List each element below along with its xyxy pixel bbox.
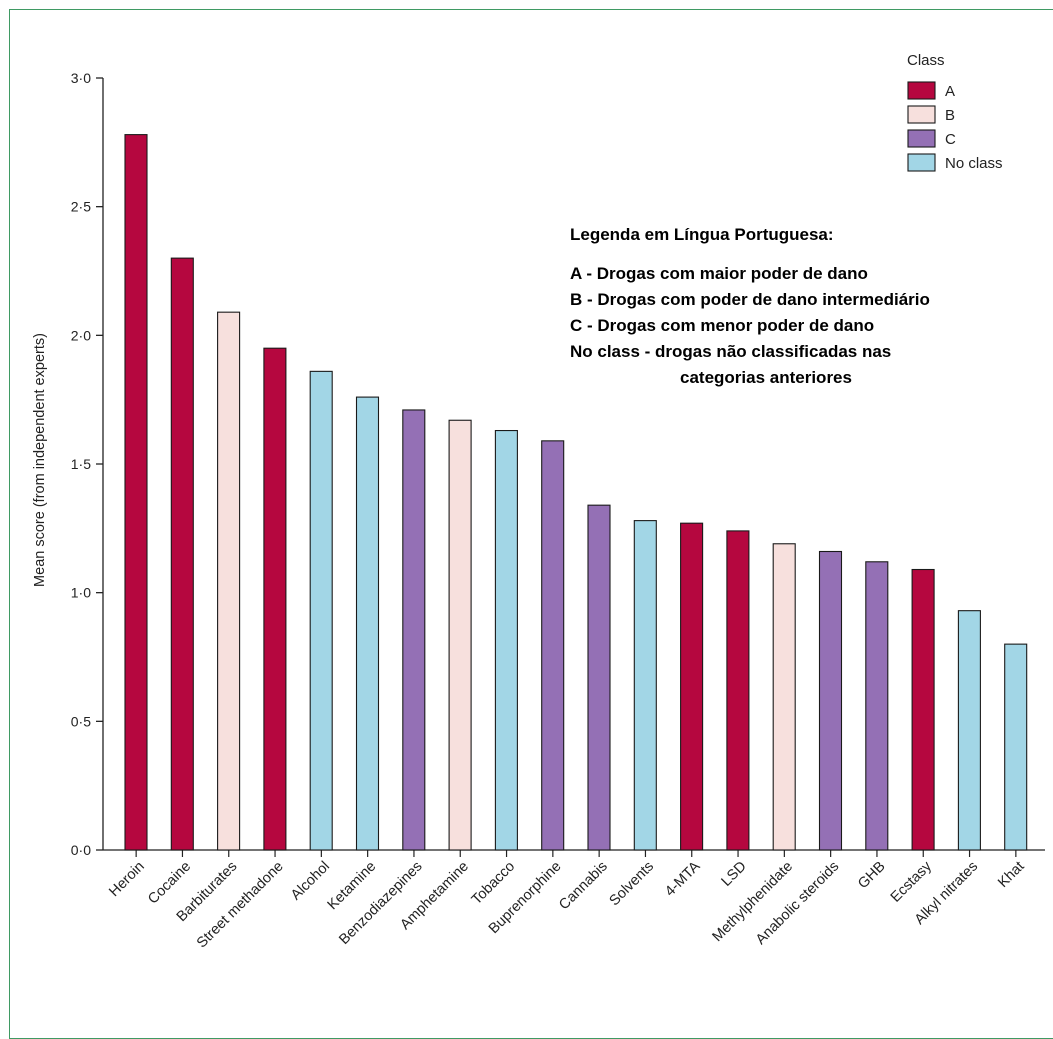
legend-label: B (945, 107, 955, 124)
legend-label: C (945, 131, 956, 148)
portuguese-legend-line: C - Drogas com menor poder de dano (570, 316, 874, 335)
x-axis (103, 849, 1045, 857)
bar (309, 370, 333, 851)
legend-title: Class (907, 52, 945, 69)
y-tick-label: 2·0 (71, 327, 91, 343)
x-tick-label: Heroin (106, 859, 148, 901)
y-tick-label: 2·5 (71, 199, 91, 215)
bar (170, 257, 194, 851)
bar (633, 520, 657, 851)
legend-label: A (945, 83, 955, 100)
legend-swatch (907, 105, 936, 124)
x-tick-label: GHB (855, 859, 889, 893)
portuguese-legend-title: Legenda em Língua Portuguesa: (570, 225, 834, 244)
x-tick-label: Anabolic steroids (753, 859, 842, 948)
y-axis-label: Mean score (from independent experts) (32, 333, 48, 587)
legend-swatch (907, 81, 936, 100)
portuguese-legend-line: categorias anteriores (680, 368, 852, 387)
bar (448, 419, 472, 851)
bar (772, 543, 796, 851)
portuguese-legend: Legenda em Língua Portuguesa: A - Drogas… (570, 225, 930, 387)
portuguese-legend-line: B - Drogas com poder de dano intermediár… (570, 290, 930, 309)
x-tick-label: Benzodiazepines (336, 859, 425, 948)
y-tick-label: 0·0 (71, 842, 91, 858)
x-tick-label: Khat (995, 859, 1027, 891)
bar (726, 530, 750, 851)
bar (587, 504, 611, 851)
portuguese-legend-line: A - Drogas com maior poder de dano (570, 264, 868, 283)
y-tick-label: 0·5 (71, 713, 91, 729)
bar (541, 440, 565, 851)
bar (263, 347, 287, 851)
x-tick-label: Ecstasy (888, 858, 936, 906)
legend-label: No class (945, 155, 1003, 172)
bar (355, 396, 380, 851)
x-tick-label: LSD (718, 859, 749, 890)
portuguese-legend-line: No class - drogas não classificadas nas (570, 342, 891, 361)
x-tick-label: Alcohol (288, 859, 333, 904)
bar (865, 561, 889, 851)
legend-swatch (907, 129, 936, 148)
bar (680, 522, 704, 851)
x-tick-label: 4-MTA (662, 858, 704, 900)
bar (494, 429, 518, 851)
bar (957, 610, 981, 851)
bar (124, 134, 148, 851)
bar (402, 409, 426, 851)
x-tick-label: Solvents (606, 859, 657, 910)
bar (911, 568, 935, 851)
x-tick-label: Cannabis (556, 859, 611, 914)
y-tick-label: 1·0 (71, 585, 91, 601)
legend-swatch (907, 153, 936, 172)
y-tick-label: 3·0 (71, 70, 91, 86)
y-axis: 0·0 0·5 1·0 1·5 2·0 2·5 3·0 (71, 70, 104, 858)
bar (818, 550, 843, 851)
legend: Class ABC No class (907, 52, 1003, 172)
x-tick-label: Street methadone (194, 859, 287, 952)
x-tick-label: Methylphenidate (709, 859, 796, 946)
y-tick-label: 1·5 (71, 456, 91, 472)
bar (217, 311, 241, 851)
bars (124, 134, 1028, 851)
bar (1004, 643, 1028, 851)
